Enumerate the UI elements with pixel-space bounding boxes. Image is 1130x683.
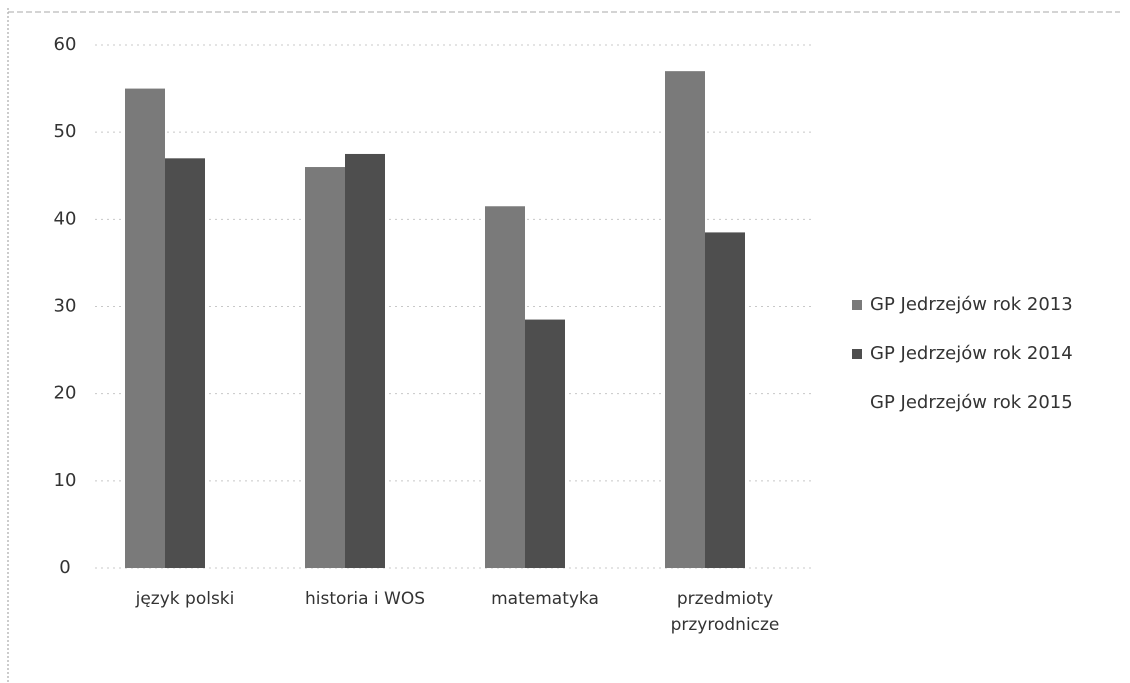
y-tick-label: 0 <box>59 557 70 578</box>
bar <box>705 232 745 569</box>
x-tick-label: matematyka <box>491 589 599 609</box>
bar <box>485 206 525 568</box>
bar <box>125 88 165 568</box>
y-tick-label: 30 <box>54 296 77 317</box>
bar <box>305 167 345 569</box>
y-tick-label: 10 <box>54 470 77 491</box>
y-tick-label: 40 <box>54 208 77 229</box>
x-tick-label: historia i WOS <box>304 589 426 609</box>
legend-swatch <box>852 398 862 408</box>
bar <box>665 71 705 569</box>
legend-swatch <box>852 300 862 310</box>
y-tick-label: 50 <box>54 121 77 142</box>
bar <box>525 319 565 568</box>
legend-label: GP Jedrzejów rok 2014 <box>870 343 1073 364</box>
bar <box>345 153 385 569</box>
bar <box>165 158 205 569</box>
x-tick-label: język polski <box>135 589 235 609</box>
y-tick-label: 20 <box>54 383 77 404</box>
legend-swatch <box>852 349 862 359</box>
legend-label: GP Jedrzejów rok 2015 <box>870 392 1073 413</box>
x-tick-label: przedmioty przyrodnicze <box>670 589 780 635</box>
y-tick-label: 60 <box>54 34 77 55</box>
legend-label: GP Jedrzejów rok 2013 <box>870 294 1073 315</box>
